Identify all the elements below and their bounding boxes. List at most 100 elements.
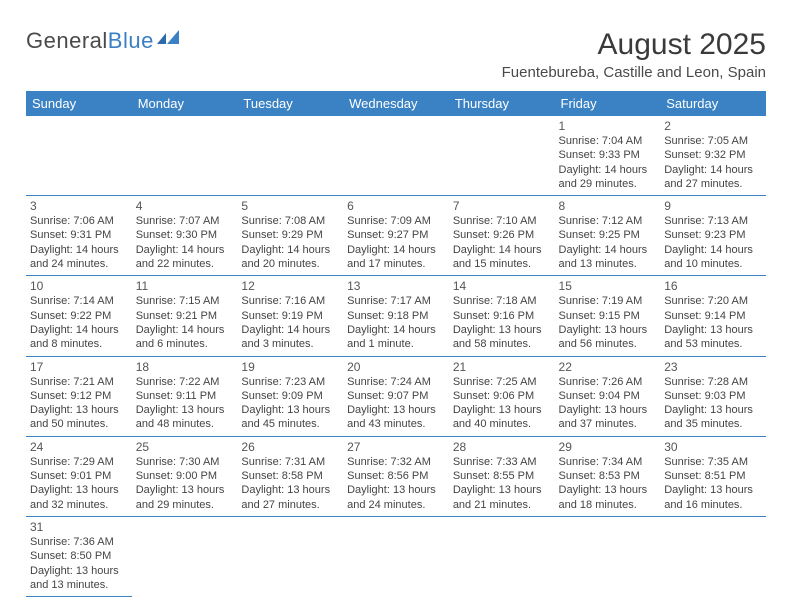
daylight-text: Daylight: 14 hours and 29 minutes. bbox=[559, 163, 657, 192]
sunset-text: Sunset: 8:58 PM bbox=[241, 469, 339, 483]
calendar-day-cell: 31Sunrise: 7:36 AMSunset: 8:50 PMDayligh… bbox=[26, 516, 132, 596]
calendar-table: SundayMondayTuesdayWednesdayThursdayFrid… bbox=[26, 91, 766, 597]
daylight-text: Daylight: 13 hours and 43 minutes. bbox=[347, 403, 445, 432]
daylight-text: Daylight: 14 hours and 17 minutes. bbox=[347, 243, 445, 272]
calendar-day-cell: 30Sunrise: 7:35 AMSunset: 8:51 PMDayligh… bbox=[660, 436, 766, 516]
calendar-day-cell: 2Sunrise: 7:05 AMSunset: 9:32 PMDaylight… bbox=[660, 116, 766, 196]
day-number: 30 bbox=[664, 440, 762, 454]
sunset-text: Sunset: 9:29 PM bbox=[241, 228, 339, 242]
calendar-day-cell: 11Sunrise: 7:15 AMSunset: 9:21 PMDayligh… bbox=[132, 276, 238, 356]
calendar-empty-cell bbox=[343, 516, 449, 596]
day-number: 27 bbox=[347, 440, 445, 454]
sunset-text: Sunset: 9:33 PM bbox=[559, 148, 657, 162]
sunset-text: Sunset: 9:21 PM bbox=[136, 309, 234, 323]
calendar-day-cell: 20Sunrise: 7:24 AMSunset: 9:07 PMDayligh… bbox=[343, 356, 449, 436]
day-number: 10 bbox=[30, 279, 128, 293]
weekday-header: Monday bbox=[132, 91, 238, 116]
sunset-text: Sunset: 9:15 PM bbox=[559, 309, 657, 323]
calendar-day-cell: 7Sunrise: 7:10 AMSunset: 9:26 PMDaylight… bbox=[449, 196, 555, 276]
sunrise-text: Sunrise: 7:21 AM bbox=[30, 375, 128, 389]
calendar-day-cell: 19Sunrise: 7:23 AMSunset: 9:09 PMDayligh… bbox=[237, 356, 343, 436]
day-info: Sunrise: 7:20 AMSunset: 9:14 PMDaylight:… bbox=[664, 294, 762, 351]
daylight-text: Daylight: 13 hours and 56 minutes. bbox=[559, 323, 657, 352]
sunrise-text: Sunrise: 7:30 AM bbox=[136, 455, 234, 469]
sunset-text: Sunset: 9:12 PM bbox=[30, 389, 128, 403]
calendar-day-cell: 15Sunrise: 7:19 AMSunset: 9:15 PMDayligh… bbox=[555, 276, 661, 356]
calendar-empty-cell bbox=[132, 116, 238, 196]
sunrise-text: Sunrise: 7:08 AM bbox=[241, 214, 339, 228]
day-info: Sunrise: 7:04 AMSunset: 9:33 PMDaylight:… bbox=[559, 134, 657, 191]
day-number: 2 bbox=[664, 119, 762, 133]
calendar-day-cell: 8Sunrise: 7:12 AMSunset: 9:25 PMDaylight… bbox=[555, 196, 661, 276]
daylight-text: Daylight: 13 hours and 45 minutes. bbox=[241, 403, 339, 432]
day-number: 31 bbox=[30, 520, 128, 534]
calendar-empty-cell bbox=[555, 516, 661, 596]
calendar-page: GeneralBlue August 2025 Fuentebureba, Ca… bbox=[0, 0, 792, 607]
daylight-text: Daylight: 13 hours and 24 minutes. bbox=[347, 483, 445, 512]
sunrise-text: Sunrise: 7:05 AM bbox=[664, 134, 762, 148]
day-info: Sunrise: 7:32 AMSunset: 8:56 PMDaylight:… bbox=[347, 455, 445, 512]
day-info: Sunrise: 7:16 AMSunset: 9:19 PMDaylight:… bbox=[241, 294, 339, 351]
daylight-text: Daylight: 14 hours and 15 minutes. bbox=[453, 243, 551, 272]
day-info: Sunrise: 7:29 AMSunset: 9:01 PMDaylight:… bbox=[30, 455, 128, 512]
day-number: 23 bbox=[664, 360, 762, 374]
calendar-week-row: 17Sunrise: 7:21 AMSunset: 9:12 PMDayligh… bbox=[26, 356, 766, 436]
day-number: 14 bbox=[453, 279, 551, 293]
day-info: Sunrise: 7:15 AMSunset: 9:21 PMDaylight:… bbox=[136, 294, 234, 351]
sunset-text: Sunset: 9:04 PM bbox=[559, 389, 657, 403]
daylight-text: Daylight: 13 hours and 53 minutes. bbox=[664, 323, 762, 352]
calendar-day-cell: 29Sunrise: 7:34 AMSunset: 8:53 PMDayligh… bbox=[555, 436, 661, 516]
sunrise-text: Sunrise: 7:14 AM bbox=[30, 294, 128, 308]
calendar-day-cell: 9Sunrise: 7:13 AMSunset: 9:23 PMDaylight… bbox=[660, 196, 766, 276]
sunrise-text: Sunrise: 7:35 AM bbox=[664, 455, 762, 469]
sunrise-text: Sunrise: 7:16 AM bbox=[241, 294, 339, 308]
day-number: 22 bbox=[559, 360, 657, 374]
calendar-empty-cell bbox=[343, 116, 449, 196]
daylight-text: Daylight: 13 hours and 21 minutes. bbox=[453, 483, 551, 512]
sunset-text: Sunset: 8:55 PM bbox=[453, 469, 551, 483]
sunset-text: Sunset: 8:50 PM bbox=[30, 549, 128, 563]
day-number: 16 bbox=[664, 279, 762, 293]
calendar-day-cell: 1Sunrise: 7:04 AMSunset: 9:33 PMDaylight… bbox=[555, 116, 661, 196]
day-number: 25 bbox=[136, 440, 234, 454]
day-info: Sunrise: 7:12 AMSunset: 9:25 PMDaylight:… bbox=[559, 214, 657, 271]
sunrise-text: Sunrise: 7:20 AM bbox=[664, 294, 762, 308]
sunrise-text: Sunrise: 7:17 AM bbox=[347, 294, 445, 308]
calendar-day-cell: 13Sunrise: 7:17 AMSunset: 9:18 PMDayligh… bbox=[343, 276, 449, 356]
sunrise-text: Sunrise: 7:15 AM bbox=[136, 294, 234, 308]
day-info: Sunrise: 7:34 AMSunset: 8:53 PMDaylight:… bbox=[559, 455, 657, 512]
day-info: Sunrise: 7:28 AMSunset: 9:03 PMDaylight:… bbox=[664, 375, 762, 432]
title-block: August 2025 Fuentebureba, Castille and L… bbox=[502, 28, 766, 81]
daylight-text: Daylight: 13 hours and 35 minutes. bbox=[664, 403, 762, 432]
daylight-text: Daylight: 13 hours and 48 minutes. bbox=[136, 403, 234, 432]
day-info: Sunrise: 7:10 AMSunset: 9:26 PMDaylight:… bbox=[453, 214, 551, 271]
calendar-day-cell: 6Sunrise: 7:09 AMSunset: 9:27 PMDaylight… bbox=[343, 196, 449, 276]
calendar-empty-cell bbox=[237, 116, 343, 196]
sunrise-text: Sunrise: 7:26 AM bbox=[559, 375, 657, 389]
weekday-header: Friday bbox=[555, 91, 661, 116]
day-number: 13 bbox=[347, 279, 445, 293]
day-number: 6 bbox=[347, 199, 445, 213]
sunset-text: Sunset: 9:18 PM bbox=[347, 309, 445, 323]
daylight-text: Daylight: 14 hours and 13 minutes. bbox=[559, 243, 657, 272]
sunset-text: Sunset: 9:25 PM bbox=[559, 228, 657, 242]
sunrise-text: Sunrise: 7:09 AM bbox=[347, 214, 445, 228]
calendar-day-cell: 18Sunrise: 7:22 AMSunset: 9:11 PMDayligh… bbox=[132, 356, 238, 436]
weekday-header: Wednesday bbox=[343, 91, 449, 116]
calendar-day-cell: 3Sunrise: 7:06 AMSunset: 9:31 PMDaylight… bbox=[26, 196, 132, 276]
sunset-text: Sunset: 8:56 PM bbox=[347, 469, 445, 483]
day-number: 7 bbox=[453, 199, 551, 213]
day-info: Sunrise: 7:30 AMSunset: 9:00 PMDaylight:… bbox=[136, 455, 234, 512]
day-number: 20 bbox=[347, 360, 445, 374]
daylight-text: Daylight: 14 hours and 24 minutes. bbox=[30, 243, 128, 272]
sunrise-text: Sunrise: 7:04 AM bbox=[559, 134, 657, 148]
day-info: Sunrise: 7:25 AMSunset: 9:06 PMDaylight:… bbox=[453, 375, 551, 432]
logo-text-2: Blue bbox=[108, 28, 154, 54]
daylight-text: Daylight: 13 hours and 29 minutes. bbox=[136, 483, 234, 512]
daylight-text: Daylight: 13 hours and 13 minutes. bbox=[30, 564, 128, 593]
sunrise-text: Sunrise: 7:18 AM bbox=[453, 294, 551, 308]
daylight-text: Daylight: 13 hours and 50 minutes. bbox=[30, 403, 128, 432]
sunset-text: Sunset: 9:22 PM bbox=[30, 309, 128, 323]
sunset-text: Sunset: 9:09 PM bbox=[241, 389, 339, 403]
calendar-day-cell: 22Sunrise: 7:26 AMSunset: 9:04 PMDayligh… bbox=[555, 356, 661, 436]
